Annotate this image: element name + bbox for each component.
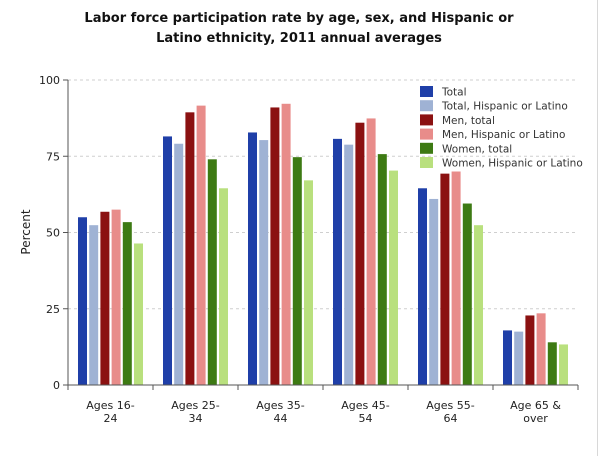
legend-label: Total, Hispanic or Latino (441, 101, 568, 113)
legend: Total Total, Hispanic or Latino Men, total… (420, 86, 583, 170)
bar (174, 143, 184, 385)
bar (304, 180, 313, 385)
bar (474, 225, 483, 385)
bar (355, 122, 365, 385)
bar (344, 144, 354, 385)
chart-title-line: Labor force participation rate by age, s… (84, 11, 514, 26)
x-tick-label: over (523, 412, 548, 425)
x-tick-label: 34 (189, 412, 203, 425)
bar (451, 171, 461, 385)
bar (462, 203, 472, 385)
bar (207, 159, 217, 385)
legend-label: Women, Hispanic or Latino (442, 158, 583, 170)
bar (559, 344, 568, 385)
bar (259, 140, 269, 385)
y-axis-label: Percent (19, 209, 33, 254)
bar (281, 103, 291, 385)
bar (78, 217, 87, 385)
legend-label: Women, total (442, 143, 512, 155)
chart-title: Labor force participation rate by age, s… (84, 11, 514, 46)
axes: 0 25 50 75 100 Ages 16-24 Ages 25-34 Ages 35-44… (39, 74, 579, 425)
y-tick-label: 100 (39, 74, 60, 87)
bar (418, 188, 427, 385)
legend-swatch (420, 128, 433, 140)
bar (248, 132, 257, 385)
bar (122, 222, 132, 385)
bar (163, 136, 172, 385)
gridlines (68, 79, 578, 310)
bar (389, 170, 398, 385)
x-tick-label: 64 (444, 412, 458, 425)
x-tick-label: Ages 16- (86, 399, 134, 412)
legend-label: Men, total (442, 115, 495, 127)
x-tick-label: Age 65 & (510, 399, 561, 412)
bar (89, 225, 99, 385)
y-tick-label: 75 (46, 150, 60, 163)
bar (219, 188, 228, 385)
bar (333, 138, 342, 385)
y-tick-label: 0 (53, 379, 60, 392)
bar (536, 313, 546, 385)
x-tick-label: Ages 35- (256, 399, 304, 412)
y-tick-label: 25 (46, 303, 60, 316)
bar (100, 211, 110, 385)
bar (134, 243, 143, 385)
legend-swatch (420, 86, 433, 97)
bars (78, 103, 568, 386)
legend-swatch (420, 114, 433, 126)
bar (525, 315, 535, 385)
x-tick-label: 44 (274, 412, 288, 425)
legend-swatch (420, 157, 433, 168)
bar (111, 209, 121, 385)
bar (514, 331, 524, 385)
bar (429, 198, 439, 385)
x-tick-label: 54 (359, 412, 373, 425)
bar (547, 342, 557, 385)
bar (185, 112, 195, 385)
chart-title-line: Latino ethnicity, 2011 annual averages (156, 31, 442, 46)
bar (377, 154, 387, 385)
x-tick-label: 24 (104, 412, 118, 425)
legend-swatch (420, 100, 433, 112)
bar (292, 157, 302, 385)
x-tick-label: Ages 45- (341, 399, 389, 412)
bar (196, 105, 206, 386)
legend-label: Total (441, 87, 467, 99)
legend-swatch (420, 142, 433, 154)
bar (440, 173, 450, 385)
x-tick-label: Ages 55- (426, 399, 474, 412)
x-tick-label: Ages 25- (171, 399, 219, 412)
legend-label: Men, Hispanic or Latino (442, 129, 565, 141)
bar (503, 330, 512, 385)
bar (270, 107, 280, 385)
y-tick-label: 50 (46, 227, 60, 240)
bar (366, 118, 376, 386)
